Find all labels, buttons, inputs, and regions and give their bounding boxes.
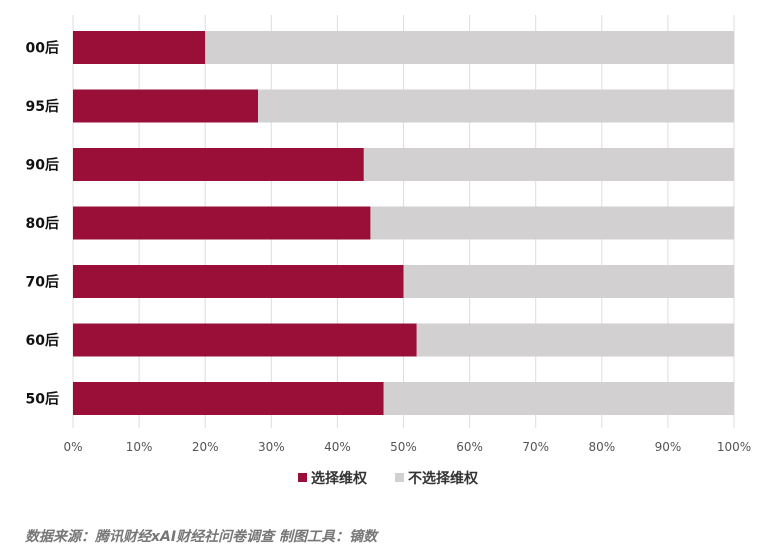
legend-swatch xyxy=(395,473,404,482)
category-label: 80后 xyxy=(26,215,59,232)
x-tick-label: 0% xyxy=(63,440,82,454)
category-label: 50后 xyxy=(26,391,59,408)
x-tick-label: 50% xyxy=(390,440,417,454)
x-tick-labels: 0% 10% 20% 30% 40% 50% 60% 70% 80% 90% 100% xyxy=(63,440,751,454)
bar-segment-choose xyxy=(73,89,259,123)
category-label: 90后 xyxy=(26,157,59,174)
bar-segment-not-choose xyxy=(416,323,734,357)
bar-segment-choose xyxy=(73,382,384,415)
category-label: 70后 xyxy=(26,274,59,291)
legend: 选择维权 不选择维权 xyxy=(298,470,479,487)
x-tick-label: 20% xyxy=(192,440,219,454)
bars xyxy=(73,31,734,415)
bar-segment-not-choose xyxy=(383,382,734,415)
category-label: 00后 xyxy=(26,40,59,57)
bar-segment-choose xyxy=(73,265,404,298)
category-label: 60后 xyxy=(26,332,59,349)
bar-segment-choose xyxy=(73,206,371,240)
legend-label: 不选择维权 xyxy=(408,470,479,487)
x-tick-label: 70% xyxy=(522,440,549,454)
bar-segment-not-choose xyxy=(403,265,734,298)
x-tick-label: 40% xyxy=(324,440,351,454)
category-label: 95后 xyxy=(26,98,59,115)
category-labels: 00后 95后 90后 80后 70后 60后 50后 xyxy=(26,40,59,408)
bar-segment-choose xyxy=(73,31,206,64)
x-tick-label: 100% xyxy=(717,440,751,454)
legend-label: 选择维权 xyxy=(311,470,368,487)
x-tick-label: 90% xyxy=(655,440,682,454)
bar-segment-choose xyxy=(73,323,417,357)
x-tick-label: 10% xyxy=(126,440,153,454)
bar-segment-not-choose xyxy=(205,31,734,64)
stacked-bar-chart: 00后 95后 90后 80后 70后 60后 50后 0% 10% 20% 30% 40% 50% 6… xyxy=(26,15,751,487)
legend-swatch xyxy=(298,473,307,482)
x-tick-label: 60% xyxy=(456,440,483,454)
x-tick-label: 80% xyxy=(588,440,615,454)
source-note: 数据来源：腾讯财经xAI财经社问卷调查 制图工具：镝数 xyxy=(25,529,377,545)
bar-segment-not-choose xyxy=(363,148,734,181)
bar-segment-not-choose xyxy=(258,89,734,123)
bar-segment-not-choose xyxy=(370,206,734,240)
bar-segment-choose xyxy=(73,148,364,181)
x-tick-label: 30% xyxy=(258,440,285,454)
